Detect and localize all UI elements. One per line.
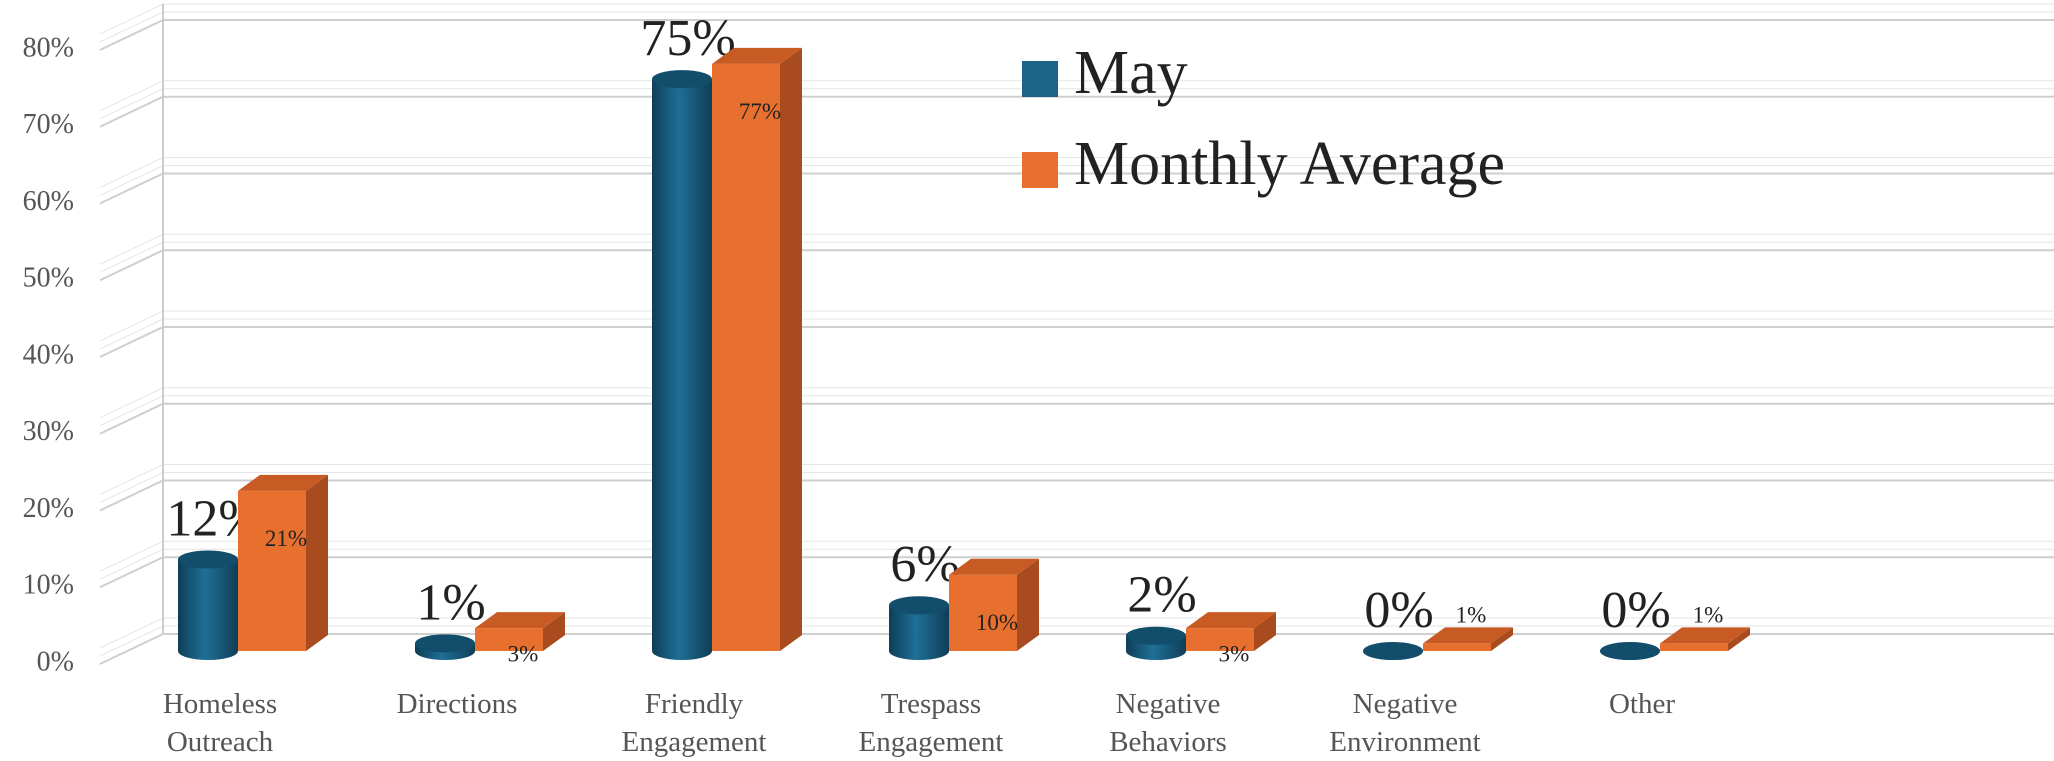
y-tick-label: 0%	[37, 646, 74, 677]
bar	[652, 70, 712, 660]
bar-top	[949, 558, 1039, 575]
grid-line	[99, 625, 2054, 657]
grid-line	[99, 395, 2054, 427]
legend-label: May	[1074, 39, 1188, 107]
x-tick-label: Other	[1609, 688, 1675, 720]
bar	[475, 612, 565, 651]
grid-line	[99, 326, 2054, 358]
y-tick-label: 20%	[23, 493, 74, 524]
bar-body	[178, 559, 238, 660]
bar	[712, 47, 802, 651]
bar	[238, 474, 328, 651]
data-label: 3%	[508, 641, 539, 666]
bar-front	[1660, 643, 1728, 651]
bar-body	[652, 79, 712, 660]
bar-side	[1728, 627, 1750, 651]
x-tick-label: Trespass Engagement	[859, 688, 1004, 758]
bar-top	[652, 70, 712, 89]
x-tick-label: Negative Behaviors	[1109, 688, 1227, 758]
y-tick-label: 30%	[23, 416, 74, 447]
grid-line	[99, 633, 2054, 665]
grid-line	[99, 249, 2054, 282]
legend-swatch	[1022, 152, 1058, 188]
bar-top	[1660, 627, 1750, 644]
bar-top	[1600, 642, 1660, 660]
data-label: 77%	[739, 99, 781, 124]
bar-top	[238, 474, 328, 491]
bar-top	[1126, 626, 1186, 645]
x-tick-label: Homeless Outreach	[163, 688, 277, 758]
grid-line	[99, 241, 2054, 273]
bar	[1600, 642, 1660, 660]
grid-line	[99, 318, 2054, 350]
bar-top	[475, 612, 565, 629]
bar-top	[712, 47, 802, 64]
grid-line	[99, 479, 2054, 512]
bar-front	[475, 628, 543, 651]
data-label: 75%	[640, 10, 735, 67]
data-label: 21%	[265, 526, 307, 551]
y-tick-label: 50%	[23, 263, 74, 294]
grid-line	[99, 402, 2054, 435]
y-tick-label: 70%	[23, 109, 74, 140]
bar-side	[780, 47, 802, 651]
data-label: 0%	[1364, 582, 1433, 639]
bar	[1126, 626, 1186, 660]
data-label: 0%	[1601, 582, 1670, 639]
legend-swatch	[1022, 61, 1058, 97]
bar	[949, 558, 1039, 651]
bar-side	[1254, 612, 1276, 651]
y-tick-label: 10%	[23, 570, 74, 601]
bar-top	[889, 596, 949, 615]
grid-line	[99, 11, 2054, 43]
y-tick-label: 80%	[23, 32, 74, 63]
bar	[889, 596, 949, 660]
bar-front	[238, 490, 306, 651]
bar	[415, 634, 475, 660]
bar-body	[889, 605, 949, 660]
bar-front	[1186, 628, 1254, 651]
bar-front	[1423, 643, 1491, 651]
y-tick-label: 40%	[23, 339, 74, 370]
bar-side	[1491, 627, 1513, 651]
x-tick-label: Directions	[397, 688, 518, 720]
bar-side	[543, 612, 565, 651]
bar	[1186, 612, 1276, 651]
grid-line	[99, 556, 2054, 589]
x-tick-label: Negative Environment	[1329, 688, 1480, 758]
bar-top	[1423, 627, 1513, 644]
data-label: 6%	[890, 536, 959, 593]
bar-top	[1363, 642, 1423, 660]
x-tick-label: Friendly Engagement	[622, 688, 767, 758]
legend-label: Monthly Average	[1074, 130, 1505, 198]
data-label: 2%	[1127, 567, 1196, 624]
bar-front	[712, 63, 780, 651]
data-label: 1%	[1693, 603, 1724, 628]
bar-top	[1186, 612, 1276, 629]
grid-line	[99, 548, 2054, 580]
bar	[1660, 627, 1750, 651]
bar	[178, 550, 238, 660]
bar	[1423, 627, 1513, 651]
grid-line	[99, 472, 2054, 503]
data-label: 1%	[416, 574, 485, 631]
data-label: 1%	[1456, 603, 1487, 628]
bar-side	[306, 474, 328, 651]
bar	[1363, 642, 1423, 660]
bar-top	[178, 550, 238, 569]
y-tick-label: 60%	[23, 186, 74, 217]
data-label: 10%	[976, 610, 1018, 635]
bar-top	[415, 634, 475, 653]
data-label: 3%	[1219, 641, 1250, 666]
bar-side	[1017, 558, 1039, 651]
bar-front	[949, 574, 1017, 651]
